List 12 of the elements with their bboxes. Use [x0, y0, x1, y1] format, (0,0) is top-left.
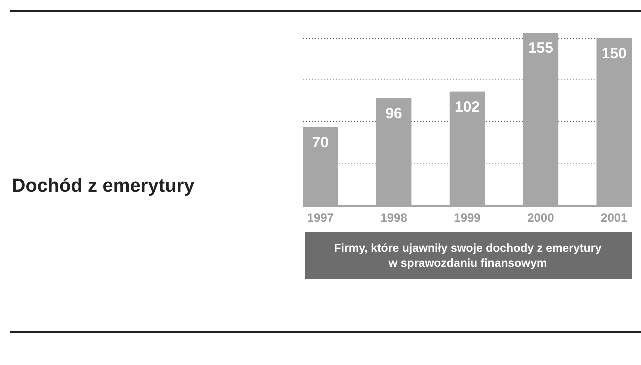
data-label: 102: [454, 98, 480, 116]
x-tick-label: 1998: [380, 211, 408, 225]
data-label: 96: [386, 105, 402, 122]
data-label: 70: [312, 134, 329, 152]
text: Dochód z emerytury: [12, 176, 196, 197]
x-tick-label: 1999: [454, 211, 482, 225]
x-tick-label: 2000: [528, 211, 555, 225]
data-label: 155: [528, 40, 554, 57]
data-label: 150: [602, 46, 627, 63]
x-tick-label: 1997: [307, 211, 334, 225]
text: Firmy, które ujawniły swoje dochody z emerytury w sprawozdaniu finansowym: [334, 243, 602, 270]
x-tick-label: 2001: [601, 211, 628, 225]
